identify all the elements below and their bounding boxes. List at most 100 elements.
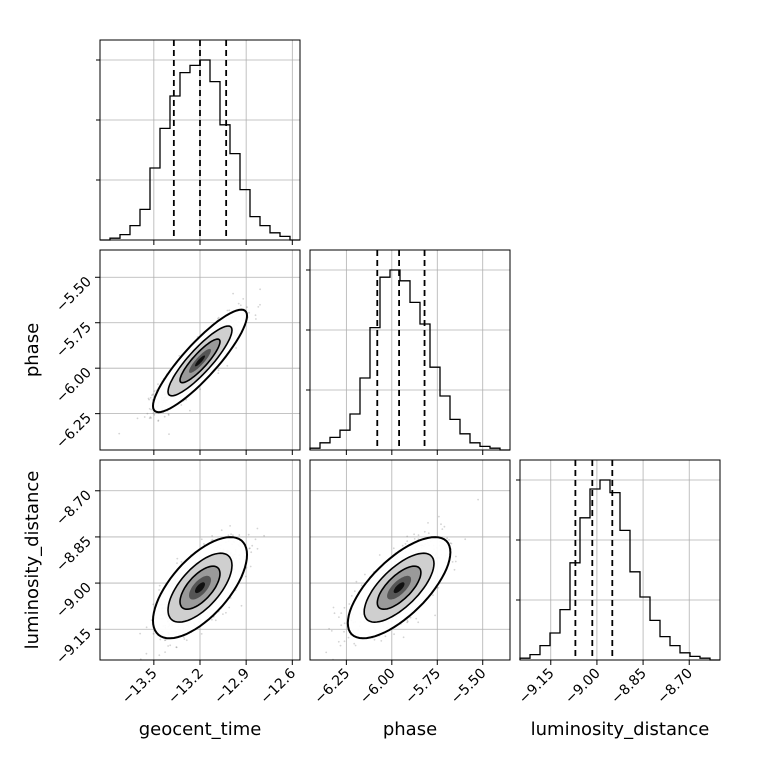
sample-point: [251, 544, 254, 547]
ytick-label-luminosity-distance-3: −8.70: [53, 487, 95, 529]
sample-point: [384, 635, 387, 638]
sample-point: [164, 639, 166, 642]
sample-point: [406, 621, 408, 624]
sample-point: [332, 606, 335, 609]
sample-point: [355, 580, 358, 583]
xtick-label-luminosity-distance-0: −9.15: [516, 666, 558, 708]
sample-point: [256, 547, 259, 550]
sample-point: [340, 624, 343, 627]
sample-point: [135, 666, 137, 668]
sample-point: [259, 288, 261, 291]
ytick-label-luminosity-distance-2: −8.85: [53, 533, 95, 575]
xtick-label-luminosity-distance-1: −9.00: [562, 666, 604, 708]
hist-panel-phase: [306, 250, 510, 451]
sample-point: [180, 404, 183, 406]
sample-point: [146, 412, 149, 415]
sample-point: [259, 303, 261, 306]
ytick-label-phase-1: −6.00: [53, 365, 95, 407]
sample-point: [240, 604, 243, 607]
sample-point: [229, 525, 232, 527]
sample-point: [211, 538, 214, 541]
hist-phase-frame: [309, 249, 511, 451]
xtick-label-geocent-time-0: −13.5: [119, 666, 161, 708]
panel-2d-phase-vs-luminosity-distance-frame: [309, 459, 511, 661]
sample-point: [211, 618, 213, 621]
sample-point: [199, 388, 202, 391]
panel-2d-content-geocent-time-vs-luminosity-distance: [100, 460, 300, 668]
sample-point: [226, 309, 229, 312]
sample-point: [380, 640, 383, 642]
sample-point: [150, 417, 152, 419]
sample-point: [440, 523, 442, 526]
sample-point: [343, 640, 346, 643]
sample-point: [235, 347, 238, 349]
hist-luminosity-distance-frame: [519, 459, 721, 661]
sample-point: [393, 633, 395, 636]
sample-point: [454, 560, 457, 563]
sample-point: [409, 616, 412, 619]
sample-point: [232, 534, 234, 536]
sample-point: [249, 565, 252, 568]
sample-point: [406, 535, 409, 538]
sample-point: [347, 636, 350, 639]
hist-steps-luminosity-distance: [519, 479, 720, 661]
sample-point: [222, 613, 224, 615]
ytick-label-phase-0: −6.25: [53, 410, 95, 452]
sample-point: [228, 606, 231, 609]
sample-point: [175, 646, 178, 649]
sample-point: [373, 638, 376, 641]
sample-point: [226, 364, 229, 367]
sample-point: [225, 611, 227, 614]
sample-point: [157, 419, 160, 422]
sample-point: [453, 568, 456, 571]
sample-point: [248, 311, 251, 314]
xtick-label-geocent-time-3: −12.6: [257, 665, 299, 707]
sample-point: [238, 534, 241, 536]
sample-point: [242, 298, 245, 300]
sample-point: [402, 636, 405, 639]
sample-point: [211, 535, 214, 537]
sample-point: [350, 595, 353, 597]
ytick-label-luminosity-distance-0: −9.15: [53, 626, 95, 668]
sample-point: [337, 640, 340, 643]
sample-point: [443, 525, 446, 528]
sample-point: [360, 584, 363, 587]
sample-point: [257, 306, 260, 308]
xlabel-luminosity-distance: luminosity_distance: [531, 719, 710, 740]
sample-point: [148, 417, 151, 420]
sample-point: [477, 498, 479, 501]
sample-point: [254, 538, 257, 541]
sample-point: [244, 575, 247, 578]
sample-point: [464, 538, 467, 541]
hist-steps-phase: [309, 269, 510, 451]
sample-point: [446, 537, 448, 540]
sample-point: [167, 414, 170, 416]
sample-point: [149, 416, 152, 418]
sample-point: [427, 522, 429, 524]
sample-point: [432, 594, 434, 596]
ytick-label-luminosity-distance-1: −9.00: [53, 580, 95, 622]
sample-point: [451, 561, 454, 563]
ylabel-phase: phase: [22, 323, 43, 377]
sample-point: [150, 408, 153, 411]
sample-point: [203, 543, 205, 545]
sample-point: [217, 372, 220, 374]
density-contour-geocent-time-vs-phase-4: [195, 355, 205, 367]
sample-point: [176, 557, 179, 560]
sample-point: [417, 621, 420, 624]
sample-point: [153, 413, 156, 416]
sample-point: [413, 538, 416, 540]
sample-point: [157, 383, 159, 385]
sample-point: [438, 515, 440, 518]
sample-point: [417, 534, 420, 536]
sample-point: [217, 317, 219, 320]
sample-point: [406, 540, 409, 543]
sample-point: [158, 584, 161, 587]
xtick-label-luminosity-distance-3: −8.70: [654, 666, 696, 708]
sample-point: [152, 412, 155, 415]
sample-point: [354, 644, 357, 647]
sample-point: [210, 539, 213, 542]
panel-2d-content-geocent-time-vs-phase: [100, 250, 300, 450]
sample-point: [237, 302, 240, 305]
sample-point: [338, 616, 340, 618]
